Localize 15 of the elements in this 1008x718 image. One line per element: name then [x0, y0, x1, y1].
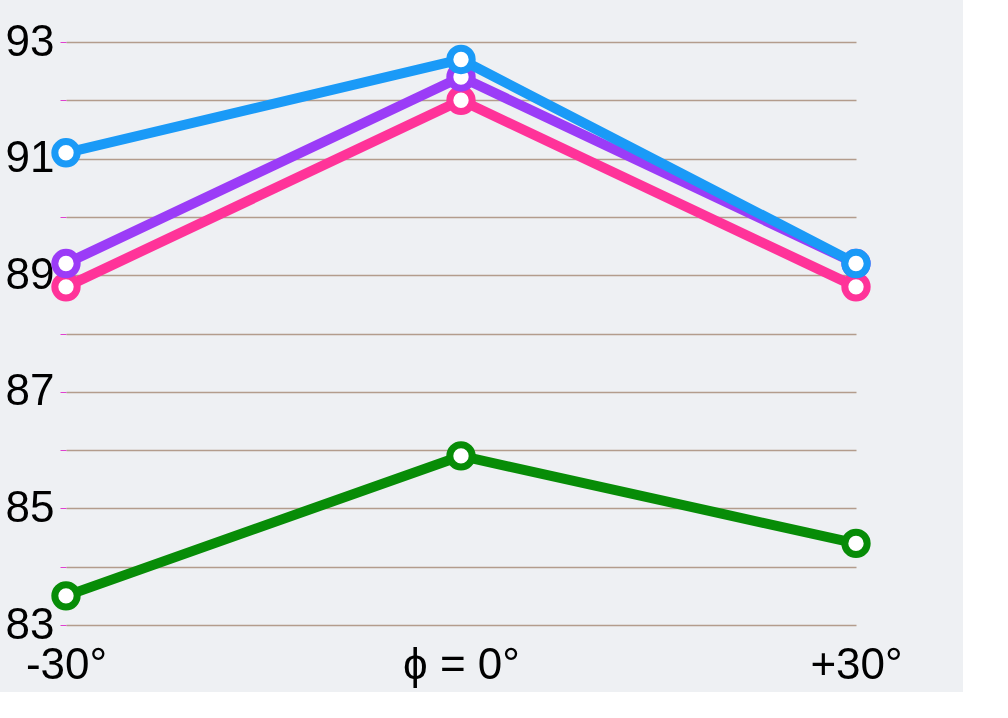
point — [51, 138, 81, 168]
y-tick-label: 93 — [5, 15, 55, 65]
point — [841, 272, 871, 302]
point — [841, 528, 871, 559]
x-tick-label: ϕ = 0° — [403, 638, 520, 688]
point — [446, 441, 476, 471]
y-tick-label: 89 — [5, 248, 55, 298]
y-tick-label: 91 — [5, 132, 55, 182]
point — [51, 248, 81, 279]
y-tick-label: 85 — [5, 481, 55, 531]
point — [51, 272, 81, 302]
y-tick-label: 87 — [5, 365, 55, 415]
point — [446, 44, 476, 75]
x-tick-label: +30° — [810, 638, 903, 688]
point — [51, 581, 81, 611]
